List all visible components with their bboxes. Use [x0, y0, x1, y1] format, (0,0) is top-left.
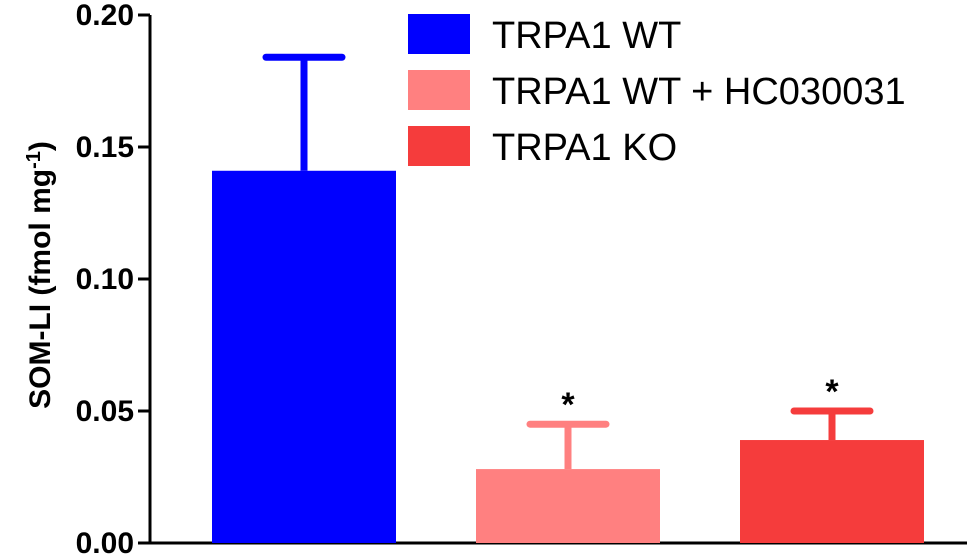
- legend-swatch: [408, 126, 470, 166]
- bar: [212, 170, 396, 543]
- bar-group: [212, 53, 396, 543]
- legend-item: TRPA1 WT + HC030031: [408, 70, 906, 113]
- y-tick-label: 0.05: [76, 395, 134, 428]
- bar-group: *: [740, 373, 924, 543]
- legend-swatch: [408, 14, 470, 54]
- legend: TRPA1 WT TRPA1 WT + HC030031 TRPA1 KO: [408, 14, 906, 169]
- y-tick-label: 0.00: [76, 527, 134, 557]
- bar-group: *: [476, 386, 660, 543]
- bar: [740, 440, 924, 543]
- legend-swatch: [408, 70, 470, 110]
- legend-item: TRPA1 WT: [408, 14, 681, 57]
- y-tick-label: 0.20: [76, 0, 134, 32]
- bars: * *: [212, 53, 924, 543]
- bar: [476, 469, 660, 543]
- y-tick-label: 0.15: [76, 131, 134, 164]
- y-tick-label: 0.10: [76, 263, 134, 296]
- significance-marker: *: [825, 373, 839, 411]
- legend-label: TRPA1 WT: [492, 15, 681, 57]
- legend-item: TRPA1 KO: [408, 126, 677, 169]
- significance-marker: *: [561, 386, 575, 424]
- legend-label: TRPA1 KO: [492, 127, 677, 169]
- legend-label: TRPA1 WT + HC030031: [492, 71, 906, 113]
- y-axis-title: SOM-LI (fmol mg-1): [23, 141, 57, 409]
